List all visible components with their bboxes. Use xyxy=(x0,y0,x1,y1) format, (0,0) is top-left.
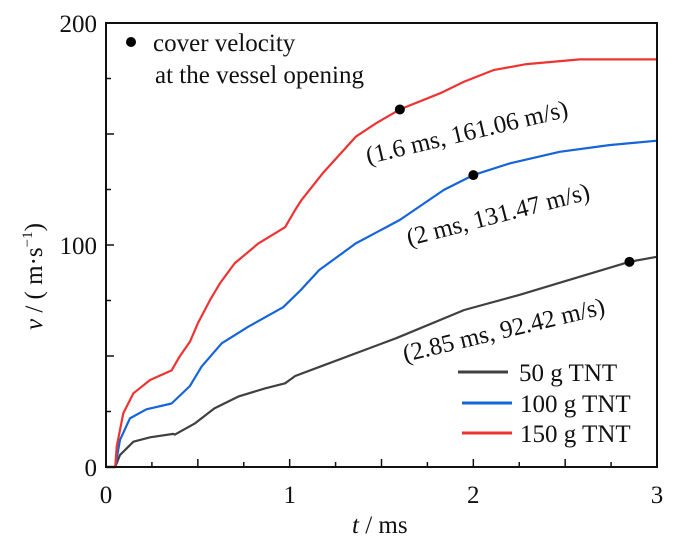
plot-frame xyxy=(105,22,658,468)
xtick-label-3: 3 xyxy=(651,482,664,509)
legend-label-50g: 50 g TNT xyxy=(519,360,617,387)
marker-point-50-g-tnt xyxy=(624,256,635,267)
marker-layer xyxy=(394,104,635,267)
ytick-label-0: 0 xyxy=(85,455,98,482)
x-axis-var: t xyxy=(352,512,360,539)
xtick-label-0: 0 xyxy=(100,482,113,509)
series-layer xyxy=(106,58,658,469)
legend-label-100g: 100 g TNT xyxy=(520,391,631,418)
ytick-label-200: 200 xyxy=(60,11,98,38)
marker-legend-dot xyxy=(126,37,136,47)
legend: 50 g TNT 100 g TNT 150 g TNT xyxy=(458,360,631,448)
x-axis-unit: / ms xyxy=(359,512,408,539)
annotation-100g: (2 ms, 131.47 m/s) xyxy=(404,179,593,252)
series-line-150-g-tnt xyxy=(106,58,657,469)
xtick-label-2: 2 xyxy=(467,482,480,509)
y-axis-var: v xyxy=(21,318,48,330)
series-line-50-g-tnt xyxy=(106,255,658,469)
marker-point-150-g-tnt xyxy=(394,104,405,115)
ytick-label-100: 100 xyxy=(60,233,98,260)
legend-label-150g: 150 g TNT xyxy=(520,421,631,448)
y-axis-sup: −1 xyxy=(20,231,36,247)
series-line-100-g-tnt xyxy=(106,139,658,469)
marker-legend-line2: at the vessel opening xyxy=(155,62,364,89)
annotation-50g: (2.85 ms, 92.42 m/s) xyxy=(400,293,608,368)
marker-point-100-g-tnt xyxy=(468,170,479,181)
y-axis-title: v / ( m·s−1) xyxy=(20,223,48,330)
x-axis-title: t / ms xyxy=(352,512,408,539)
y-axis-unit: / ( m·s xyxy=(21,247,48,319)
marker-legend-line1: cover velocity xyxy=(153,30,296,57)
xtick-label-1: 1 xyxy=(283,482,296,509)
annotation-150g: (1.6 ms, 161.06 m/s) xyxy=(363,96,571,170)
y-axis-close: ) xyxy=(21,223,48,231)
